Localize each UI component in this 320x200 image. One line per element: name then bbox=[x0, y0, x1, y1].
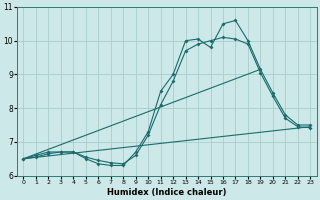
X-axis label: Humidex (Indice chaleur): Humidex (Indice chaleur) bbox=[107, 188, 227, 197]
